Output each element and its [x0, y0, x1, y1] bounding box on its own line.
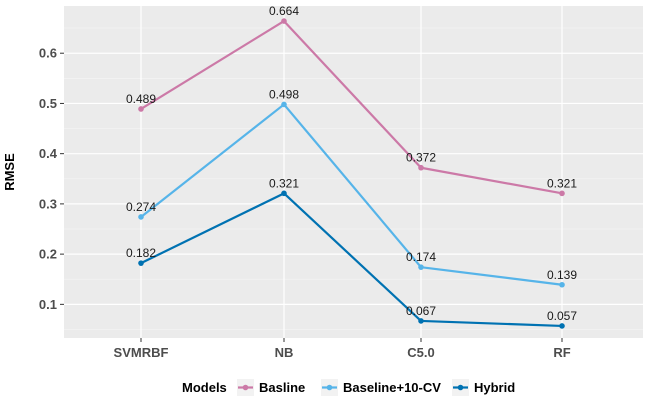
- data-label: 0.664: [269, 4, 299, 18]
- x-tick-label: SVMRBF: [114, 345, 169, 360]
- data-label: 0.372: [406, 151, 436, 165]
- data-point: [281, 101, 287, 108]
- data-label: 0.067: [406, 304, 436, 318]
- y-tick-label: 0.4: [39, 146, 58, 161]
- series-line: [140, 19, 563, 195]
- data-point: [559, 281, 565, 288]
- legend-label: Basline: [259, 380, 305, 395]
- y-tick-label: 0.1: [39, 297, 57, 312]
- data-point: [418, 164, 424, 171]
- series-layer: [138, 18, 565, 329]
- grid-major: [64, 6, 643, 338]
- data-label: 0.321: [547, 176, 577, 190]
- legend-key-point: [326, 384, 333, 391]
- y-tick-label: 0.6: [39, 46, 57, 61]
- plot-panel: [64, 6, 643, 338]
- legend-label: Baseline+10-CV: [343, 380, 441, 395]
- y-tick-label: 0.5: [39, 96, 57, 111]
- legend: Models Basline Baseline+10-CV Hybrid: [182, 379, 515, 396]
- legend-key-point: [457, 384, 464, 391]
- y-axis-title: RMSE: [2, 153, 17, 191]
- data-label: 0.321: [269, 176, 299, 190]
- legend-title: Models: [182, 380, 227, 395]
- data-point: [418, 264, 424, 270]
- data-point: [138, 214, 144, 220]
- data-point: [281, 18, 287, 24]
- x-tick-label: RF: [553, 345, 570, 360]
- x-tick-label: NB: [275, 345, 294, 360]
- series-line: [140, 192, 563, 328]
- data-point: [559, 190, 565, 197]
- data-label: 0.139: [547, 268, 577, 282]
- grid-minor: [64, 27, 643, 330]
- series-line: [140, 103, 563, 286]
- y-axis-ticks: 0.1 0.2 0.3 0.4 0.5 0.6: [39, 46, 64, 312]
- data-label: 0.489: [126, 92, 156, 106]
- data-point: [418, 318, 424, 324]
- x-tick-label: C5.0: [407, 345, 434, 360]
- y-tick-label: 0.3: [39, 196, 57, 211]
- data-point: [138, 260, 144, 266]
- data-label: 0.274: [126, 200, 156, 214]
- data-label: 0.182: [126, 246, 156, 260]
- y-tick-label: 0.2: [39, 247, 57, 262]
- data-label: 0.057: [547, 309, 577, 323]
- x-axis-ticks: SVMRBF NB C5.0 RF: [114, 338, 571, 360]
- legend-key-point: [242, 384, 249, 391]
- data-label: 0.174: [406, 250, 436, 264]
- data-label-layer: 0.489 0.664 0.372 0.321 0.274 0.498 0.174 0.139…: [126, 4, 577, 323]
- data-point: [281, 190, 287, 197]
- data-point: [559, 323, 565, 329]
- legend-label: Hybrid: [474, 380, 515, 395]
- data-label: 0.498: [269, 87, 299, 101]
- data-point: [138, 106, 144, 112]
